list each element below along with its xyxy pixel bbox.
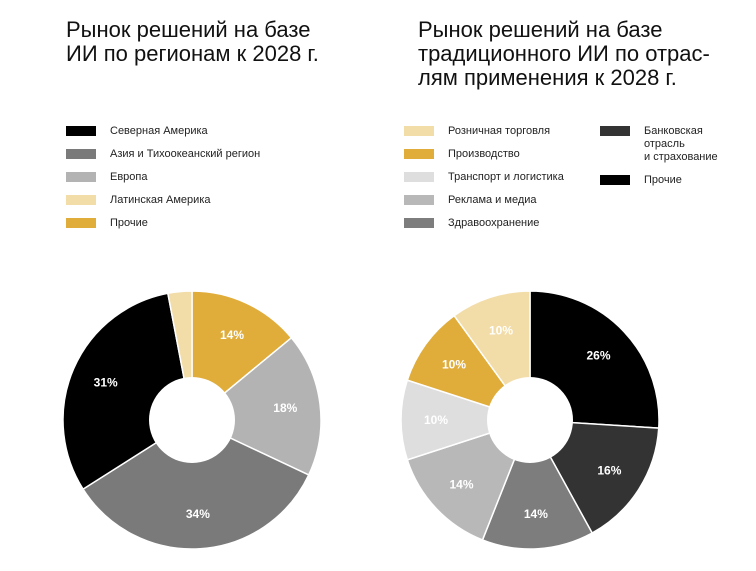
legend-label: Северная Америка	[110, 125, 208, 137]
slice-data-label: 14%	[220, 328, 244, 342]
legend-label: Латинская Америка	[110, 194, 211, 206]
slice-data-label: 10%	[442, 358, 466, 372]
legend-item: Северная Америка	[66, 125, 260, 138]
legend-item: Латинская Америка	[66, 194, 260, 207]
legend-swatch	[66, 218, 96, 228]
slice-data-label: 10%	[424, 413, 448, 427]
legend-label: Азия и Тихоокеанский регион	[110, 148, 261, 160]
legend-swatch	[404, 149, 434, 159]
legend-swatch	[600, 126, 630, 136]
slice-data-label: 10%	[489, 324, 513, 338]
legend-item: Прочие	[600, 174, 718, 187]
legend-item: Производство	[404, 148, 564, 161]
legend-item: Азия и Тихоокеанский регион	[66, 148, 260, 161]
legend: Северная Америка Азия и Тихоокеанский ре…	[66, 125, 260, 240]
slice-data-label: 34%	[186, 507, 210, 521]
chart-title: Рынок решений на базе традиционного ИИ п…	[418, 17, 710, 90]
legend-column-1: Розничная торговля Производство Транспор…	[404, 125, 564, 240]
slice-data-label: 16%	[597, 463, 621, 477]
legend-column-2: Банковская отрасль и страхование Прочие	[600, 125, 718, 197]
legend-item: Здравоохранение	[404, 217, 564, 230]
legend-label: Прочие	[110, 217, 148, 229]
donut-chart-regions: 14% 18% 34% 31%	[62, 290, 322, 550]
legend-swatch	[404, 218, 434, 228]
chart-title: Рынок решений на базе ИИ по регионам к 2…	[66, 17, 319, 66]
legend-swatch	[404, 126, 434, 136]
legend-item: Банковская отрасль и страхование	[600, 125, 718, 164]
slice-data-label: 14%	[449, 477, 473, 491]
legend-label: Банковская отрасль и страхование	[644, 125, 718, 163]
legend-label: Прочие	[644, 174, 682, 186]
legend-item: Транспорт и логистика	[404, 171, 564, 184]
legend-item: Реклама и медиа	[404, 194, 564, 207]
slice-3	[190, 336, 322, 476]
legend-label: Транспорт и логистика	[448, 171, 564, 183]
legend-label: Здравоохранение	[448, 217, 540, 229]
legend-label: Реклама и медиа	[448, 194, 537, 206]
legend-swatch	[404, 195, 434, 205]
legend-swatch	[66, 195, 96, 205]
donut-hole	[487, 377, 573, 463]
chart-panel-regions: Рынок решений на базе ИИ по регионам к 2…	[62, 17, 322, 550]
chart-panel-industries: Рынок решений на базе традиционного ИИ п…	[378, 0, 756, 571]
legend-label: Европа	[110, 171, 148, 183]
legend-item: Прочие	[66, 217, 260, 230]
slice-3	[400, 379, 533, 461]
donut-chart-industries: 26% 16% 14% 14% 10% 10% 10%	[400, 290, 660, 550]
legend-label: Производство	[448, 148, 520, 160]
legend-swatch	[404, 172, 434, 182]
legend-label: Розничная торговля	[448, 125, 551, 137]
donut-hole	[149, 377, 235, 463]
legend-swatch	[66, 126, 96, 136]
slice-data-label: 14%	[524, 507, 548, 521]
slice-data-label: 31%	[94, 376, 118, 390]
slice-2	[82, 419, 310, 550]
legend-item: Розничная торговля	[404, 125, 564, 138]
legend-item: Европа	[66, 171, 260, 184]
legend-swatch	[66, 172, 96, 182]
legend-swatch	[66, 149, 96, 159]
slice-5	[481, 418, 594, 550]
legend-swatch	[600, 175, 630, 185]
slice-data-label: 18%	[273, 401, 297, 415]
slice-data-label: 26%	[586, 349, 610, 363]
